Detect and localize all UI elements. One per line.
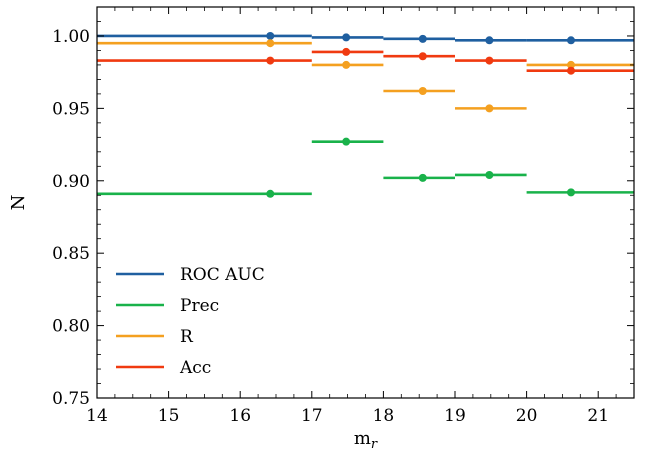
series-0-point-0	[266, 31, 275, 40]
series-0	[97, 31, 634, 45]
y-axis-label: N	[8, 195, 29, 211]
series-1-point-0	[266, 189, 275, 198]
x-tick-label-0: 14	[86, 406, 108, 426]
series-3-point-2	[418, 52, 427, 61]
x-axis-label-subscript: r	[371, 437, 378, 452]
legend-label-3: Acc	[179, 358, 211, 378]
legend-label-0: ROC AUC	[180, 265, 265, 285]
series-1-point-4	[566, 188, 575, 197]
series-2-point-2	[418, 86, 427, 95]
x-tick-label-2: 16	[229, 406, 251, 426]
y-tick-label-1: 0.80	[52, 317, 90, 337]
series-3-point-4	[566, 66, 575, 75]
x-axis-label-main: m	[354, 428, 371, 449]
y-tick-label-4: 0.95	[52, 99, 90, 119]
series-3	[97, 47, 634, 75]
series-2-point-4	[566, 60, 575, 69]
series-0-point-1	[342, 33, 351, 42]
x-axis-label: mr	[354, 428, 378, 452]
x-tick-label-5: 19	[444, 406, 466, 426]
x-tick-label-3: 17	[301, 406, 323, 426]
series-1-point-3	[485, 170, 494, 179]
legend-label-1: Prec	[180, 296, 219, 316]
y-tick-label-5: 1.00	[52, 27, 90, 47]
series-0-point-2	[418, 34, 427, 43]
series-2-point-1	[342, 60, 351, 69]
y-tick-label-0: 0.75	[52, 389, 90, 409]
series-layer	[97, 31, 634, 198]
series-0-point-4	[566, 36, 575, 45]
x-tick-label-7: 21	[587, 406, 609, 426]
legend: ROC AUC Prec R Acc	[116, 265, 265, 378]
series-3-point-0	[266, 56, 275, 65]
series-3-point-3	[485, 56, 494, 65]
series-1-point-1	[342, 137, 351, 146]
y-tick-label-2: 0.85	[52, 244, 90, 264]
series-1	[97, 137, 634, 198]
x-tick-label-1: 15	[158, 406, 180, 426]
series-2-point-3	[485, 104, 494, 113]
series-3-point-1	[342, 47, 351, 56]
series-2	[97, 39, 634, 113]
y-tick-label-3: 0.90	[52, 172, 90, 192]
series-0-point-3	[485, 36, 494, 45]
series-1-point-2	[418, 173, 427, 182]
series-2-point-0	[266, 39, 275, 48]
x-tick-label-4: 18	[373, 406, 395, 426]
x-tick-label-6: 20	[516, 406, 538, 426]
ticks-layer: 14 15 16 17 18 19 20 21 0.75 0.80 0.85 0.90 0.95 1.00	[52, 6, 635, 426]
legend-label-2: R	[180, 327, 194, 347]
